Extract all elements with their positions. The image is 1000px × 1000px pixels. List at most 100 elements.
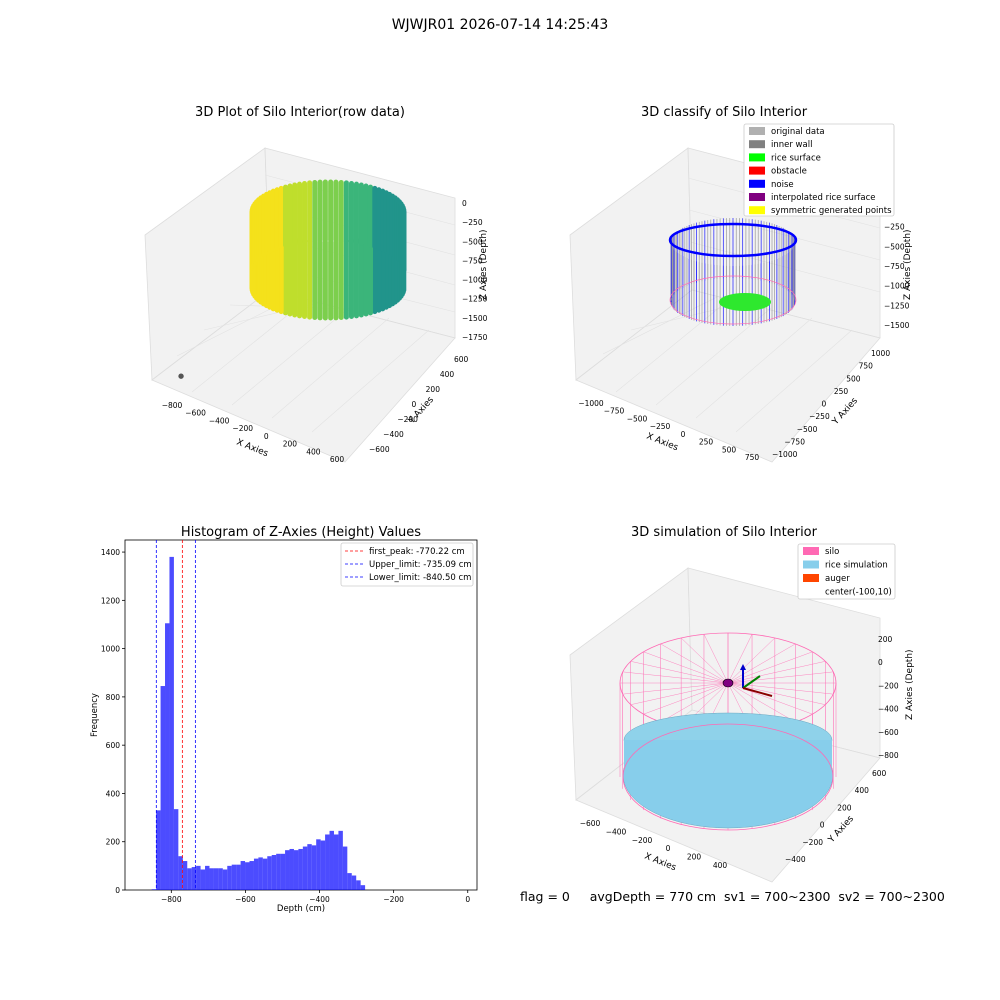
simulation-y-axis-label: Y Axies <box>826 814 856 846</box>
rice-simulation-surface <box>622 712 834 831</box>
classify-legend-swatch <box>749 153 765 162</box>
silo-roof-line <box>643 651 729 684</box>
histogram-bar <box>258 857 263 890</box>
simulation-x-tick-label: 0 <box>666 844 671 853</box>
histogram-legend-label: Lower_limit: -840.50 cm <box>369 573 471 583</box>
raw-y-tick-label: −600 <box>369 445 390 454</box>
classify-rice-surface <box>719 293 771 311</box>
histogram-bar <box>307 844 312 890</box>
silo-roof-line <box>703 634 729 684</box>
simulation-legend-label: silo <box>825 547 839 557</box>
classify-legend-swatch <box>749 193 765 201</box>
silo-roof-line <box>630 661 729 684</box>
simulation-legend-label: auger <box>825 574 850 584</box>
silo-roof-line <box>727 637 775 684</box>
classify-x-tick-label: 750 <box>745 453 760 462</box>
histogram-vlines <box>155 540 196 890</box>
simulation-z-tick-label: 0 <box>878 658 883 667</box>
silo-roof-line <box>622 682 729 695</box>
raw-outlier-marker: ● <box>178 372 184 380</box>
raw-z-tick-label: −500 <box>462 237 483 246</box>
histogram-bar <box>311 845 317 890</box>
classify-x-ticks: −1000−750−500−250 0 250 500 750 <box>578 399 759 462</box>
histogram-bar <box>316 839 321 890</box>
classify-y-tick-label: −750 <box>784 437 805 446</box>
raw-y-tick-label: 0 <box>412 400 417 409</box>
histogram-x-tick-label: −400 <box>309 895 330 904</box>
classify-legend: original data inner wall rice surface obsta… <box>743 123 895 217</box>
histogram-plot-area <box>124 539 478 891</box>
classify-x-tick-label: 0 <box>681 430 686 439</box>
classify-legend-swatch <box>749 140 765 149</box>
histogram-y-tick-label: 800 <box>106 693 121 702</box>
simulation-panel-title: 3D simulation of Silo Interior <box>631 525 818 540</box>
histogram-bar <box>160 686 166 890</box>
raw-x-tick-label: 400 <box>306 447 321 456</box>
raw-y-tick-label: −400 <box>383 430 404 439</box>
histogram-panel: Histogram of Z-Axies (Height) Values −80… <box>90 525 478 914</box>
histogram-legend-label: first_peak: -770.22 cm <box>369 547 465 557</box>
raw-y-ticks: −600 −400 −200 0 200 400 600 <box>369 355 469 454</box>
histogram-x-tick-label: −600 <box>235 895 256 904</box>
simulation-z-tick-label: −600 <box>878 728 899 737</box>
raw-x-tick-label: −200 <box>232 424 253 433</box>
raw-x-tick-label: 0 <box>264 432 269 441</box>
simulation-legend: silo rice simulation auger center(-100,10) <box>797 543 896 600</box>
histogram-bar <box>356 880 361 890</box>
histogram-x-tick-label: −800 <box>161 895 182 904</box>
histogram-bar <box>178 856 183 890</box>
histogram-bar <box>240 861 246 890</box>
histogram-bar <box>253 858 259 890</box>
raw-x-ticks: −800−600−400−200 0 200 400 600 <box>162 401 345 464</box>
classify-legend-swatch <box>749 179 765 188</box>
histogram-bar <box>262 858 268 890</box>
classify-y-tick-label: −250 <box>809 412 830 421</box>
classify-x-tick-label: 250 <box>699 438 714 447</box>
raw-3d-panel: 3D Plot of Silo Interior(row data) ● −80… <box>144 105 489 464</box>
classify-x-tick-label: −500 <box>627 414 648 423</box>
silo-roof-line <box>727 643 796 684</box>
classify-x-axis-label: X Axies <box>645 432 680 454</box>
classify-panel-title: 3D classify of Silo Interior <box>641 105 808 120</box>
histogram-y-tick-label: 0 <box>115 886 120 895</box>
raw-x-tick-label: −400 <box>209 416 230 425</box>
raw-z-tick-label: −250 <box>462 218 483 227</box>
histogram-x-ticks: −800 −600 −400 −200 0 <box>161 890 470 904</box>
status-line: flag = 0 avgDepth = 770 cm sv1 = 700~230… <box>520 889 945 904</box>
silo-roof-line <box>681 637 729 684</box>
simulation-y-tick-label: −400 <box>785 855 806 864</box>
histogram-bar <box>209 868 214 890</box>
simulation-x-ticks: −600 −400 −200 0 200 400 <box>580 819 728 870</box>
raw-x-tick-label: 200 <box>283 440 298 449</box>
histogram-y-tick-label: 200 <box>106 838 121 847</box>
histogram-bar <box>285 850 290 890</box>
raw-y-tick-label: 400 <box>440 370 455 379</box>
simulation-x-tick-label: −200 <box>632 836 653 845</box>
histogram-bar <box>347 873 352 890</box>
classify-point-cloud <box>668 218 798 326</box>
simulation-x-tick-label: 200 <box>687 853 702 862</box>
raw-y-tick-label: −200 <box>397 415 418 424</box>
classify-z-tick-label: −1000 <box>884 282 910 291</box>
histogram-bar <box>302 846 308 890</box>
histogram-bar <box>227 865 232 890</box>
classify-y-tick-label: 1000 <box>871 349 890 358</box>
classify-x-tick-label: −1000 <box>578 399 604 408</box>
silo-roof-line <box>660 682 729 723</box>
classify-y-axis-label: Y Axies <box>830 396 860 428</box>
histogram-bar <box>173 809 179 890</box>
simulation-z-tick-label: −400 <box>878 705 899 714</box>
classify-x-tick-label: −250 <box>650 422 671 431</box>
simulation-legend-swatch <box>803 574 819 582</box>
histogram-title: Histogram of Z-Axies (Height) Values <box>181 525 421 540</box>
simulation-z-ticks: 200 0 −200 −400 −600 −800 <box>878 635 899 760</box>
histogram-bar <box>351 875 357 890</box>
histogram-bar <box>271 855 277 890</box>
raw-z-axis-label: Z Axies (Depth) <box>479 229 489 300</box>
classify-x-tick-label: 500 <box>722 445 737 454</box>
histogram-bar <box>342 846 348 890</box>
raw-x-tick-label: −800 <box>162 401 183 410</box>
histogram-bar <box>231 864 237 890</box>
histogram-bar <box>293 850 299 890</box>
classify-3d-panel: 3D classify of Silo Interior −1000 −750 −5… <box>569 105 913 463</box>
